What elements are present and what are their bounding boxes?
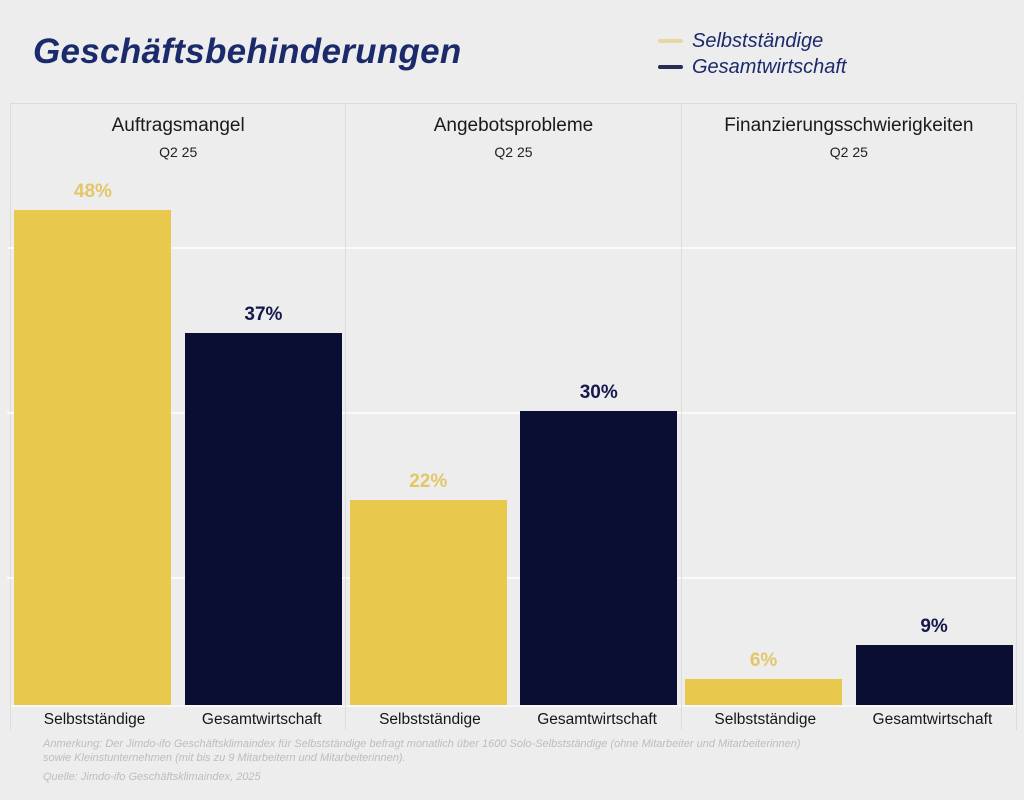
- category-label-selbstst-ndige: Selbstständige: [43, 711, 146, 728]
- panel-header: Auftragsmangel Q2 25: [11, 104, 345, 164]
- chart-legend: Selbstständige Gesamtwirtschaft: [658, 28, 846, 80]
- bar-selbstst-ndige: [349, 500, 507, 705]
- legend-label: Selbstständige: [692, 29, 824, 52]
- bar-value-label: 22%: [409, 471, 448, 492]
- bar-gesamtwirtschaft: [184, 333, 342, 705]
- gridline: [681, 247, 1016, 249]
- bar-value-label: 9%: [920, 616, 948, 637]
- axis-tick: [7, 412, 14, 414]
- page-title: Geschäftsbehinderungen: [33, 32, 462, 71]
- chart-panel: Auftragsmangel Q2 25 48% 37% Selbstständi…: [11, 104, 346, 731]
- panel-plot-area: 6% 9%: [681, 164, 1016, 707]
- panel-subtitle: Q2 25: [494, 144, 533, 160]
- grouped-bar-chart: Auftragsmangel Q2 25 48% 37% Selbstständi…: [7, 103, 1017, 731]
- chart-panel: Finanzierungsschwierigkeiten Q2 25 6% 9% …: [680, 104, 1016, 731]
- bar-value-label: 37%: [244, 304, 283, 325]
- gridline: [346, 412, 681, 414]
- panel-plot-area: 48% 37%: [11, 164, 346, 707]
- panel-title: Finanzierungsschwierigkeiten: [724, 115, 974, 136]
- bar-value-label: 30%: [579, 382, 618, 403]
- footnote-line2: sowie Kleinstunternehmen (mit bis zu 9 M…: [43, 752, 406, 764]
- legend-item-selbststaendige: Selbstständige: [658, 28, 846, 54]
- gridline: [346, 247, 681, 249]
- bar-gesamtwirtschaft: [855, 645, 1013, 705]
- panel-header: Finanzierungsschwierigkeiten Q2 25: [682, 104, 1016, 164]
- category-label-selbstst-ndige: Selbstständige: [379, 711, 481, 728]
- axis-tick: [7, 577, 14, 579]
- legend-item-gesamtwirtschaft: Gesamtwirtschaft: [658, 54, 846, 80]
- chart-footnote: Anmerkung: Der Jimdo-ifo Geschäftsklimai…: [43, 737, 801, 765]
- panel-plot-area: 22% 30%: [346, 164, 681, 707]
- panel-header: Angebotsprobleme Q2 25: [346, 104, 680, 164]
- category-label-gesamtwirtschaft: Gesamtwirtschaft: [201, 711, 322, 728]
- gridline: [11, 247, 346, 249]
- legend-swatch-selbststaendige-icon: [658, 39, 683, 43]
- legend-swatch-gesamtwirtschaft-icon: [658, 65, 683, 69]
- category-label-gesamtwirtschaft: Gesamtwirtschaft: [537, 711, 657, 728]
- panel-subtitle: Q2 25: [159, 144, 198, 160]
- footnote-line1: Anmerkung: Der Jimdo-ifo Geschäftsklimai…: [43, 738, 801, 750]
- category-label-gesamtwirtschaft: Gesamtwirtschaft: [872, 711, 993, 728]
- gridline: [681, 412, 1016, 414]
- gridline: [11, 577, 346, 579]
- chart-panel: Angebotsprobleme Q2 25 22% 30% Selbststän…: [345, 104, 681, 731]
- category-label-selbstst-ndige: Selbstständige: [714, 711, 817, 728]
- gridline: [681, 577, 1016, 579]
- bar-value-label: 6%: [749, 650, 778, 671]
- panel-axis-labels: Selbstständige Gesamtwirtschaft: [11, 707, 345, 731]
- legend-label: Gesamtwirtschaft: [692, 55, 847, 78]
- panel-axis-labels: Selbstständige Gesamtwirtschaft: [346, 707, 680, 731]
- panel-axis-labels: Selbstständige Gesamtwirtschaft: [682, 707, 1016, 731]
- panel-title: Auftragsmangel: [111, 115, 245, 136]
- panel-title: Angebotsprobleme: [433, 115, 594, 136]
- bar-value-label: 48%: [73, 181, 112, 202]
- axis-tick: [7, 247, 14, 249]
- gridline: [346, 577, 681, 579]
- bar-selbstst-ndige: [14, 210, 172, 705]
- bar-selbstst-ndige: [684, 679, 843, 705]
- bar-gesamtwirtschaft: [520, 411, 678, 705]
- chart-source: Quelle: Jimdo-ifo Geschäftsklimaindex, 2…: [43, 771, 261, 783]
- panel-subtitle: Q2 25: [829, 144, 868, 160]
- gridline: [11, 412, 346, 414]
